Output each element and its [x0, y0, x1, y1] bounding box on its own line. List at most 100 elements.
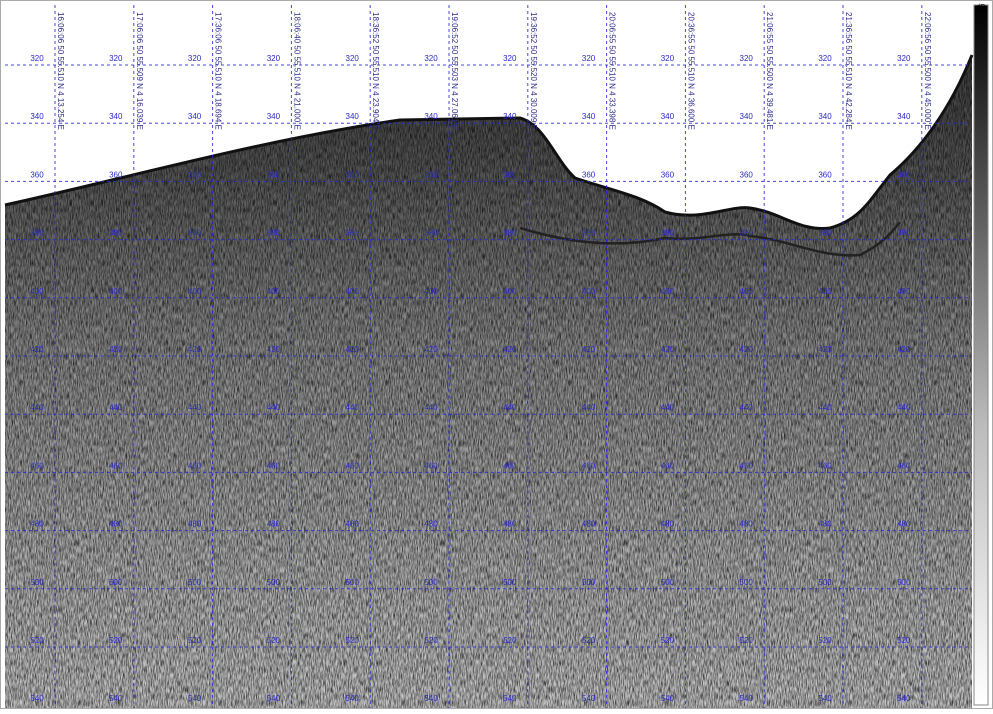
depth-label: 440: [424, 403, 438, 412]
depth-label: 340: [503, 112, 517, 121]
depth-label: 520: [740, 636, 754, 645]
depth-label: 440: [818, 403, 832, 412]
depth-label: 520: [897, 636, 911, 645]
depth-label: 400: [503, 287, 517, 296]
depth-label: 400: [818, 287, 832, 296]
depth-label: 540: [897, 694, 911, 703]
depth-label: 340: [897, 112, 911, 121]
grid: 320 320 320 320 320 320 320 320 320 320 320 320 340 3…: [5, 5, 972, 709]
depth-label: 420: [582, 345, 596, 354]
depth-label: 500: [661, 578, 675, 587]
depth-label: 460: [897, 461, 911, 470]
depth-label: 400: [346, 287, 360, 296]
fix-label: 22:06:56 50 55.500 N 4 45.000 E: [923, 12, 932, 130]
depth-label: 420: [30, 345, 44, 354]
depth-label: 460: [424, 461, 438, 470]
depth-label: 500: [740, 578, 754, 587]
depth-label: 480: [503, 520, 517, 529]
depth-label: 380: [740, 229, 754, 238]
depth-label: 480: [818, 520, 832, 529]
fix-label: 21:36:56 50 55.510 N 4 42.284 E: [844, 12, 853, 130]
depth-label: 540: [30, 694, 44, 703]
depth-label: 420: [897, 345, 911, 354]
depth-label: 500: [109, 578, 123, 587]
depth-label: 460: [740, 461, 754, 470]
depth-label: 380: [818, 229, 832, 238]
depth-label: 380: [503, 229, 517, 238]
subsurface-reflector: [519, 221, 901, 257]
depth-label: 520: [30, 636, 44, 645]
depth-label: 440: [582, 403, 596, 412]
fix-label: 17:36:06 50 55.510 N 4 18.694 E: [214, 12, 223, 130]
fix-label: 16:06:06 50 55.510 N 4 13.254 E: [56, 12, 65, 130]
depth-label: 360: [740, 170, 754, 179]
depth-label: 340: [740, 112, 754, 121]
depth-label: 320: [424, 54, 438, 63]
depth-label: 480: [740, 520, 754, 529]
scale-unit: dB: [977, 4, 986, 11]
depth-label: 540: [818, 694, 832, 703]
depth-label: 420: [424, 345, 438, 354]
depth-label: 500: [30, 578, 44, 587]
depth-label: 480: [109, 520, 123, 529]
depth-label: 460: [109, 461, 123, 470]
depth-label: 360: [582, 170, 596, 179]
depth-label: 400: [30, 287, 44, 296]
depth-label: 320: [346, 54, 360, 63]
depth-label: 420: [109, 345, 123, 354]
depth-label: 380: [267, 229, 281, 238]
depth-label: 320: [109, 54, 123, 63]
depth-label: 360: [897, 170, 911, 179]
depth-label: 360: [188, 170, 202, 179]
depth-label: 380: [346, 229, 360, 238]
depth-label: 540: [503, 694, 517, 703]
depth-label: 540: [188, 694, 202, 703]
depth-label: 480: [188, 520, 202, 529]
depth-label: 440: [109, 403, 123, 412]
depth-label: 520: [503, 636, 517, 645]
depth-label: 540: [661, 694, 675, 703]
depth-label: 540: [582, 694, 596, 703]
depth-label: 440: [30, 403, 44, 412]
depth-label: 540: [424, 694, 438, 703]
depth-label: 440: [267, 403, 281, 412]
depth-label: 380: [661, 229, 675, 238]
depth-label: 500: [346, 578, 360, 587]
depth-label: 320: [818, 54, 832, 63]
depth-label: 500: [582, 578, 596, 587]
depth-label: 320: [740, 54, 754, 63]
depth-label: 440: [897, 403, 911, 412]
depth-label: 320: [30, 54, 44, 63]
depth-label: 360: [818, 170, 832, 179]
depth-label: 460: [188, 461, 202, 470]
depth-label: 400: [661, 287, 675, 296]
depth-label: 460: [30, 461, 44, 470]
depth-label: 380: [897, 229, 911, 238]
depth-label: 460: [346, 461, 360, 470]
depth-label: 380: [188, 229, 202, 238]
depth-label: 440: [661, 403, 675, 412]
depth-label: 420: [503, 345, 517, 354]
depth-label: 400: [740, 287, 754, 296]
depth-label: 500: [424, 578, 438, 587]
fix-label: 18:36:52 50 55.510 N 4 23.904 E: [371, 12, 380, 130]
depth-label: 400: [109, 287, 123, 296]
depth-label: 320: [267, 54, 281, 63]
seabed-line: [4, 54, 974, 231]
depth-label: 400: [424, 287, 438, 296]
depth-label: 360: [109, 170, 123, 179]
depth-label: 420: [740, 345, 754, 354]
depth-label: 480: [424, 520, 438, 529]
fix-label: 19:36:52 50 55.520 N 4 30.009 E: [529, 12, 538, 130]
depth-label: 320: [582, 54, 596, 63]
depth-label: 360: [503, 170, 517, 179]
depth-label: 380: [424, 229, 438, 238]
depth-label: 340: [818, 112, 832, 121]
fix-label: 17:06:06 50 55.509 N 4 16.039 E: [135, 12, 144, 130]
depth-label: 480: [346, 520, 360, 529]
depth-label: 400: [267, 287, 281, 296]
depth-label: 480: [582, 520, 596, 529]
depth-label: 540: [346, 694, 360, 703]
depth-label: 360: [30, 170, 44, 179]
